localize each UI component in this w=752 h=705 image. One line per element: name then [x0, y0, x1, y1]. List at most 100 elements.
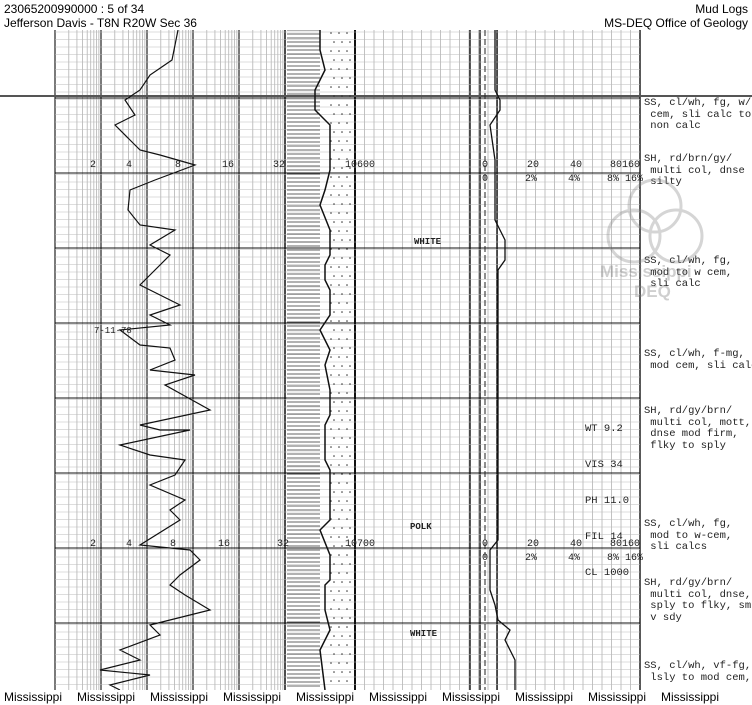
sand-dot — [333, 419, 335, 421]
sand-dot — [341, 419, 343, 421]
sand-dot — [338, 320, 340, 322]
sand-dot — [349, 131, 351, 133]
lithology-description: SS, cl/wh, fg, w/ cem, sli calc to non c… — [644, 97, 752, 132]
sand-dot — [333, 59, 335, 61]
sand-dot — [346, 230, 348, 232]
sand-dot — [341, 455, 343, 457]
sand-dot — [338, 680, 340, 682]
sand-dot — [349, 77, 351, 79]
sand-dot — [349, 329, 351, 331]
sand-dot — [341, 401, 343, 403]
sand-dot — [346, 284, 348, 286]
formation-label: POLK — [410, 522, 432, 532]
sand-dot — [338, 338, 340, 340]
sand-dot — [346, 50, 348, 52]
sand-dot — [338, 590, 340, 592]
watermark-text: Mississippi — [600, 262, 692, 281]
sand-dot — [338, 284, 340, 286]
sand-dot — [333, 581, 335, 583]
sand-dot — [338, 230, 340, 232]
sand-dot — [338, 122, 340, 124]
lithology-description: SH, rd/brn/gy/ multi col, dnse silty — [644, 153, 745, 188]
sand-dot — [330, 428, 332, 430]
sand-dot — [333, 455, 335, 457]
sand-dot — [333, 509, 335, 511]
sand-dot — [330, 626, 332, 628]
sand-dot — [333, 275, 335, 277]
sand-dot — [341, 671, 343, 673]
sand-dot — [349, 59, 351, 61]
well-location: Jefferson Davis - T8N R20W Sec 36 — [4, 16, 197, 30]
sand-dot — [333, 545, 335, 547]
sand-dot — [346, 104, 348, 106]
sand-dot — [338, 86, 340, 88]
sand-dot — [341, 149, 343, 151]
sand-dot — [341, 77, 343, 79]
sand-dot — [341, 653, 343, 655]
sand-dot — [341, 383, 343, 385]
sand-dot — [349, 149, 351, 151]
sand-dot — [338, 32, 340, 34]
sand-dot — [333, 185, 335, 187]
sand-dot — [341, 221, 343, 223]
sand-dot — [349, 311, 351, 313]
sand-dot — [349, 401, 351, 403]
sand-dot — [333, 167, 335, 169]
sand-dot — [330, 374, 332, 376]
sand-dot — [349, 617, 351, 619]
sand-dot — [349, 257, 351, 259]
sand-dot — [338, 572, 340, 574]
sand-dot — [346, 302, 348, 304]
sand-dot — [341, 167, 343, 169]
sand-dot — [346, 410, 348, 412]
sand-dot — [346, 140, 348, 142]
sand-dot — [341, 311, 343, 313]
sand-dot — [346, 590, 348, 592]
sand-dot — [338, 626, 340, 628]
sand-dot — [346, 320, 348, 322]
sand-dot — [346, 212, 348, 214]
sand-dot — [330, 32, 332, 34]
sand-dot — [346, 248, 348, 250]
sand-dot — [333, 473, 335, 475]
sand-dot — [333, 131, 335, 133]
sand-dot — [341, 635, 343, 637]
sand-dot — [333, 149, 335, 151]
sand-dot — [330, 320, 332, 322]
sand-dot — [333, 257, 335, 259]
sand-dot — [333, 383, 335, 385]
sand-dot — [333, 401, 335, 403]
sand-dot — [341, 203, 343, 205]
sand-dot — [346, 536, 348, 538]
mdeq-watermark-logo: Mississippi DEQ — [596, 178, 714, 303]
sand-dot — [333, 113, 335, 115]
sand-dot — [338, 392, 340, 394]
sand-dot — [346, 392, 348, 394]
sand-dot — [330, 464, 332, 466]
watermark-circles-icon — [606, 178, 704, 264]
sand-dot — [349, 581, 351, 583]
sand-dot — [346, 446, 348, 448]
sand-dot — [341, 491, 343, 493]
sand-dot — [341, 329, 343, 331]
sand-dot — [330, 446, 332, 448]
sand-dot — [341, 41, 343, 43]
sand-dot — [333, 365, 335, 367]
sand-dot — [349, 599, 351, 601]
sand-dot — [338, 446, 340, 448]
document-id: 23065200990000 : 5 of 34 — [4, 2, 145, 16]
lithology-description: SS, cl/wh, fg, mod to w-cem, sli calcs — [644, 518, 733, 553]
lithology-description: SS, cl/wh, fg, mod to w cem, sli calc — [644, 255, 733, 290]
agency-name: MS-DEQ Office of Geology — [604, 16, 748, 30]
sand-dot — [349, 203, 351, 205]
sand-dot — [338, 104, 340, 106]
sand-dot — [333, 203, 335, 205]
sand-dot — [346, 266, 348, 268]
sand-dot — [346, 662, 348, 664]
date-note: 7-11-78 — [94, 326, 132, 336]
sand-dot — [341, 599, 343, 601]
sand-dot — [338, 194, 340, 196]
sand-dot — [346, 356, 348, 358]
sand-dot — [341, 113, 343, 115]
sand-dot — [330, 86, 332, 88]
